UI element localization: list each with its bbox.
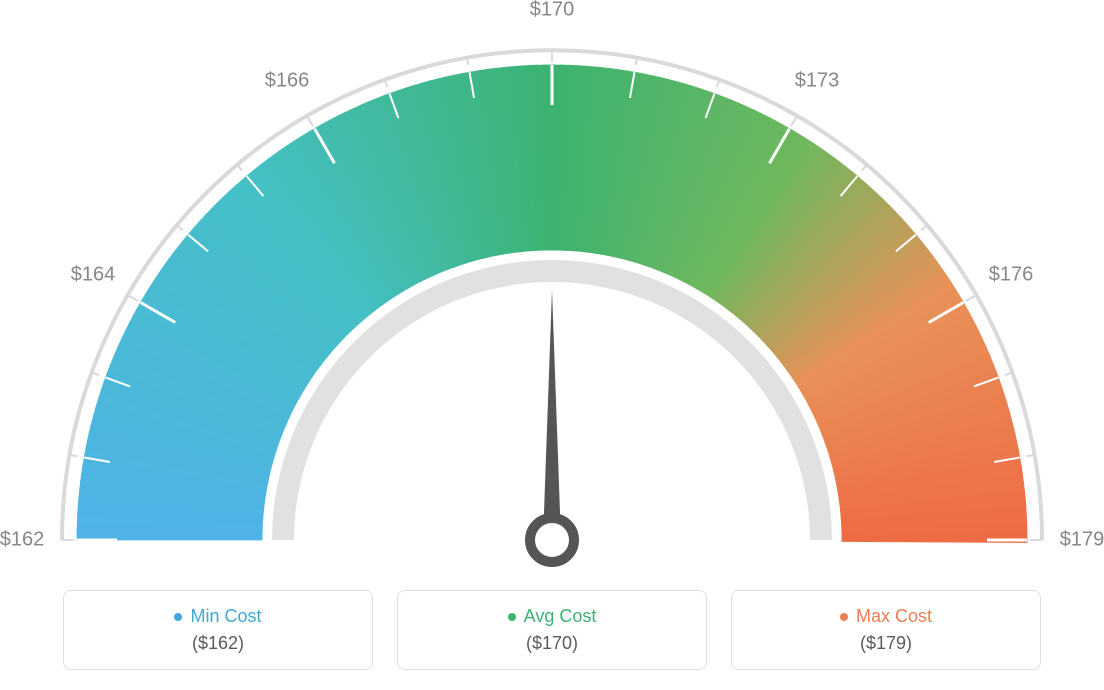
gauge-tick-label: $179 xyxy=(1060,529,1104,552)
gauge-tick-label: $166 xyxy=(265,70,310,93)
legend-row: Min Cost ($162) Avg Cost ($170) Max Cost… xyxy=(0,590,1104,670)
legend-card-max: Max Cost ($179) xyxy=(731,590,1041,670)
legend-avg-label: Avg Cost xyxy=(524,606,597,627)
legend-min-dot xyxy=(174,613,182,621)
gauge-tick-label: $164 xyxy=(71,264,116,287)
gauge-tick-label: $173 xyxy=(795,70,840,93)
gauge-svg xyxy=(0,0,1104,570)
legend-card-avg: Avg Cost ($170) xyxy=(397,590,707,670)
legend-card-min: Min Cost ($162) xyxy=(63,590,373,670)
legend-min-top: Min Cost xyxy=(174,606,261,627)
legend-max-label: Max Cost xyxy=(856,606,932,627)
legend-max-top: Max Cost xyxy=(840,606,932,627)
cost-gauge-widget: $162 $164 $166 $170 $173 $176 $179 Min Cost ($… xyxy=(0,0,1104,690)
gauge-chart: $162 $164 $166 $170 $173 $176 $179 xyxy=(0,0,1104,570)
legend-avg-value: ($170) xyxy=(526,633,578,654)
legend-min-label: Min Cost xyxy=(190,606,261,627)
legend-avg-top: Avg Cost xyxy=(508,606,597,627)
legend-max-dot xyxy=(840,613,848,621)
legend-max-value: ($179) xyxy=(860,633,912,654)
gauge-tick-label: $176 xyxy=(989,264,1034,287)
legend-min-value: ($162) xyxy=(192,633,244,654)
legend-avg-dot xyxy=(508,613,516,621)
gauge-tick-label: $170 xyxy=(530,0,575,22)
gauge-tick-label: $162 xyxy=(0,529,44,552)
